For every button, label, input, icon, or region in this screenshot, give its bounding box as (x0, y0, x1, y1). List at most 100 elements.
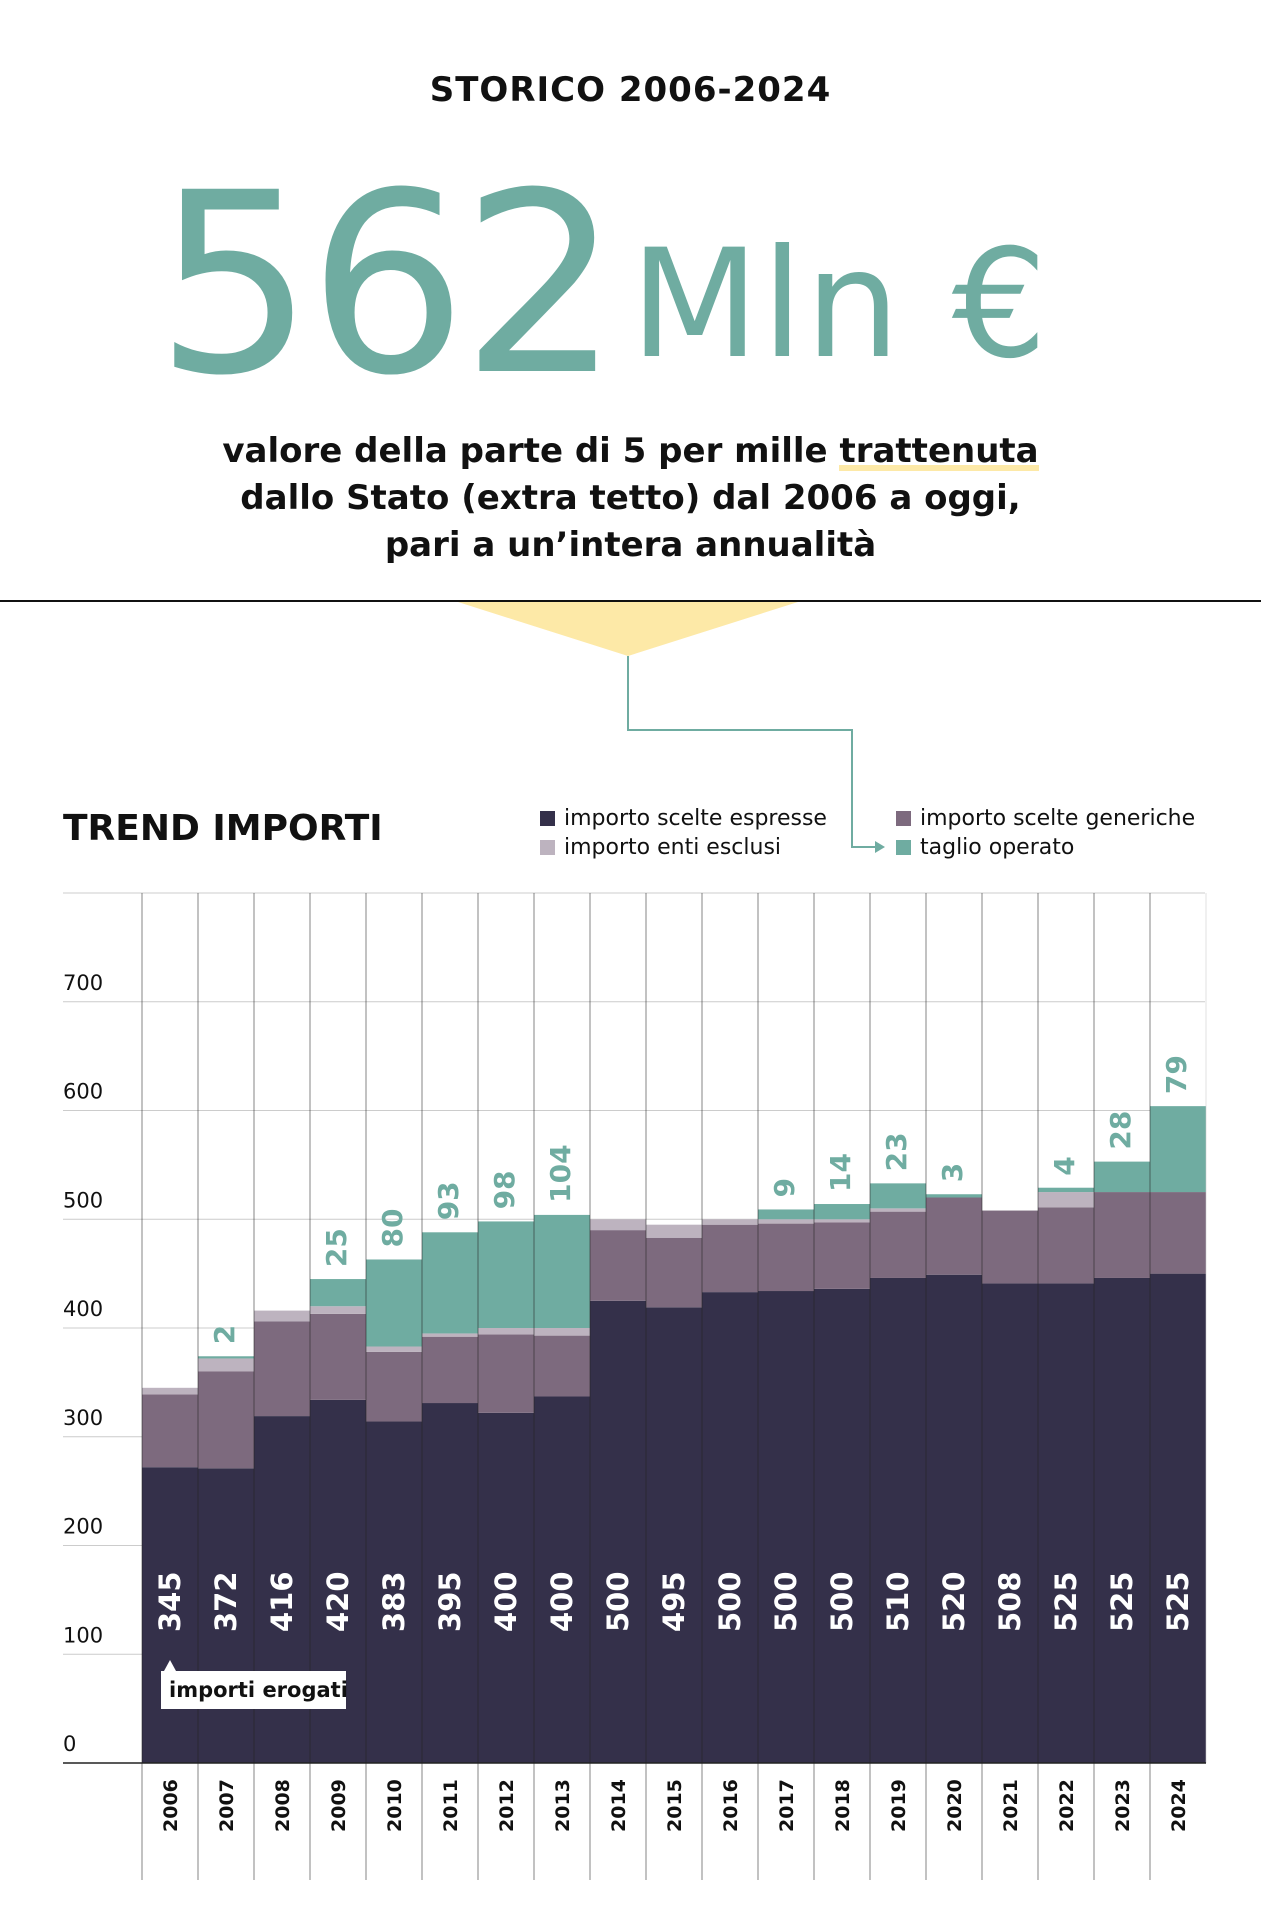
legend-swatch-esclusi (540, 840, 555, 855)
bar-segment-espresse (926, 1274, 982, 1763)
bar-segment-generiche (142, 1394, 198, 1468)
x-tick-label: 2012 (496, 1779, 518, 1832)
bar-segment-generiche (254, 1321, 310, 1417)
x-tick-label: 2014 (608, 1779, 630, 1832)
legend-swatch-generiche (896, 811, 911, 826)
bar-segment-esclusi (198, 1358, 254, 1372)
yellow-pointer (458, 602, 798, 656)
chart-title: TREND IMPORTI (63, 808, 383, 849)
erogati-label: 372 (209, 1571, 243, 1632)
legend-swatch-taglio (896, 840, 911, 855)
erogati-label: 416 (265, 1571, 299, 1632)
hero-number: 562 (155, 139, 620, 430)
subtitle-line-3: pari a un’intera annualità (384, 525, 877, 565)
legend-label-generiche: importo scelte generiche (920, 806, 1196, 831)
period-title: STORICO 2006-2024 (429, 70, 832, 110)
erogati-label: 500 (713, 1571, 747, 1632)
x-tick-label: 2016 (720, 1779, 742, 1832)
bar-segment-taglio (1150, 1106, 1206, 1193)
legend-espresse: importo scelte espresse (540, 806, 827, 831)
x-tick-label: 2017 (776, 1779, 798, 1832)
erogati-label: 500 (601, 1571, 635, 1632)
hero-unit: Mln € (630, 218, 1050, 392)
subtitle-line-1: valore della parte di 5 per mille tratte… (0, 428, 1261, 475)
bar-segment-esclusi (142, 1387, 198, 1395)
bar-segment-generiche (702, 1224, 758, 1293)
y-tick-label: 500 (63, 1188, 103, 1212)
bar-segment-taglio (534, 1214, 590, 1328)
bar-segment-generiche (646, 1237, 702, 1308)
x-tick-label: 2013 (552, 1779, 574, 1832)
bar-segment-espresse (142, 1467, 198, 1763)
bar-segment-espresse (1094, 1277, 1150, 1763)
erogati-label: 508 (993, 1571, 1027, 1632)
divider (0, 600, 1261, 602)
erogati-label: 400 (545, 1571, 579, 1632)
taglio-label: 93 (432, 1181, 465, 1220)
taglio-label: 79 (1160, 1055, 1193, 1094)
taglio-label: 4 (1048, 1156, 1081, 1175)
legend-label-taglio: taglio operato (920, 835, 1075, 860)
bar-segment-esclusi (534, 1328, 590, 1336)
bar-segment-esclusi (590, 1219, 646, 1231)
bar-segment-taglio (422, 1232, 478, 1334)
y-tick-label: 0 (63, 1732, 76, 1756)
bar-segment-generiche (870, 1211, 926, 1278)
bar-segment-esclusi (254, 1310, 310, 1322)
trend-chart: 0 100 200 300 400 500 600 700 345 2006 2 372 2007 416… (63, 892, 1207, 1880)
bar-segment-espresse (870, 1277, 926, 1763)
y-tick-label: 600 (63, 1080, 103, 1104)
x-tick-label: 2022 (1056, 1779, 1078, 1832)
erogati-callout-label: importi erogati (169, 1678, 348, 1702)
erogati-label: 345 (153, 1571, 187, 1632)
legend-generiche: importo scelte generiche (896, 806, 1195, 831)
bar-segment-taglio (814, 1204, 870, 1220)
x-tick-label: 2008 (272, 1779, 294, 1832)
taglio-label: 28 (1104, 1111, 1137, 1150)
bar-segment-taglio (198, 1356, 254, 1359)
bar-segment-esclusi (422, 1333, 478, 1337)
bar-segment-generiche (422, 1336, 478, 1404)
legend-swatch-espresse (540, 811, 555, 826)
bar-segment-espresse (422, 1403, 478, 1763)
bar-segment-esclusi (702, 1219, 758, 1225)
bar-segment-esclusi (478, 1328, 534, 1335)
erogati-pointer (164, 1660, 176, 1671)
bar-segment-espresse (646, 1307, 702, 1763)
x-tick-label: 2009 (328, 1779, 350, 1832)
taglio-label: 98 (488, 1170, 521, 1209)
x-tick-label: 2007 (216, 1779, 238, 1832)
bar-segment-taglio (310, 1279, 366, 1307)
legend-label-espresse: importo scelte espresse (564, 806, 827, 831)
bar-segment-taglio (870, 1183, 926, 1209)
bar-segment-generiche (1150, 1192, 1206, 1274)
bar-segment-espresse (1150, 1273, 1206, 1763)
y-tick-label: 300 (63, 1406, 103, 1430)
taglio-label: 80 (376, 1209, 409, 1248)
y-tick-label: 100 (63, 1623, 103, 1647)
bar-segment-generiche (590, 1230, 646, 1301)
bar-segment-taglio (478, 1221, 534, 1328)
bar-segment-generiche (1094, 1192, 1150, 1278)
connector-arrowhead (875, 841, 885, 853)
erogati-label: 383 (377, 1571, 411, 1632)
x-tick-label: 2006 (160, 1779, 182, 1832)
bar-segment-espresse (702, 1292, 758, 1763)
erogati-label: 525 (1049, 1571, 1083, 1632)
erogati-label: 510 (881, 1571, 915, 1632)
x-tick-label: 2011 (440, 1779, 462, 1832)
erogati-label: 420 (321, 1571, 355, 1632)
taglio-label: 23 (880, 1132, 913, 1171)
bar-segment-espresse (198, 1468, 254, 1763)
taglio-label: 3 (936, 1163, 969, 1182)
bar-segment-esclusi (870, 1208, 926, 1212)
erogati-label: 500 (825, 1571, 859, 1632)
taglio-label: 14 (824, 1153, 857, 1192)
bar-segment-espresse (590, 1300, 646, 1763)
bar-segment-generiche (758, 1223, 814, 1292)
bar-segment-generiche (534, 1335, 590, 1397)
erogati-label: 525 (1161, 1571, 1195, 1632)
bar-segment-espresse (534, 1396, 590, 1763)
erogati-label: 520 (937, 1571, 971, 1632)
bar-segment-esclusi (814, 1219, 870, 1223)
